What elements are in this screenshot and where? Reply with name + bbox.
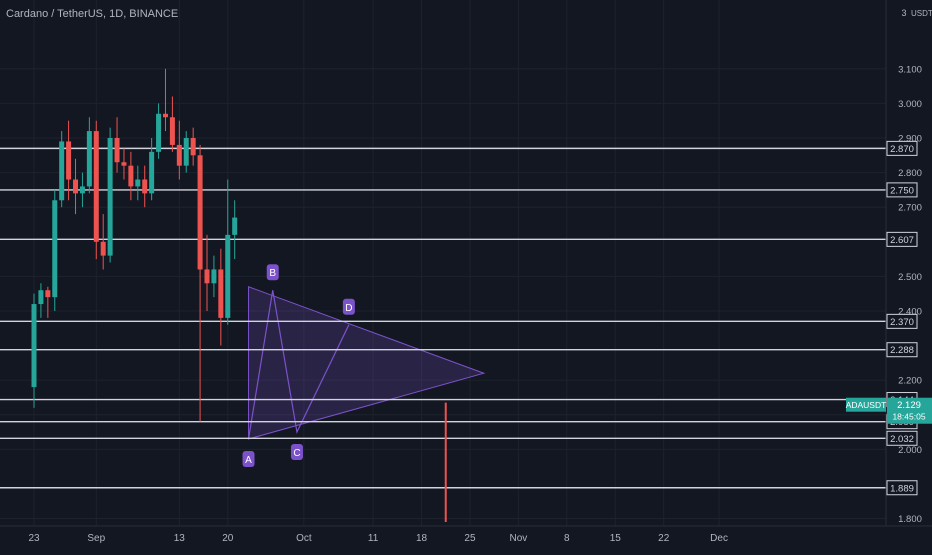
level-price-label: 2.288 <box>890 345 914 356</box>
candle-body <box>135 179 141 187</box>
current-symbol-badge <box>846 397 886 412</box>
candle-body <box>183 138 189 166</box>
candle-body <box>169 117 175 145</box>
price-axis-background <box>886 0 932 550</box>
pattern-point-c-label: C <box>293 448 300 459</box>
candle-body <box>225 234 231 318</box>
time-tick-label: 15 <box>610 533 622 544</box>
price-tick-label: 2.900 <box>898 134 922 145</box>
level-price-box <box>886 231 918 247</box>
abcd-pattern-line <box>247 290 350 440</box>
horizontal-levels-layer <box>0 147 886 489</box>
level-price-label: 2.870 <box>890 144 914 155</box>
time-tick-label: Nov <box>510 533 528 544</box>
scale-top-label: 3 <box>901 8 906 18</box>
time-axis[interactable]: 23 Sep 13 20 Oct 11 18 25 Nov 8 15 22 Dec <box>0 525 932 544</box>
pattern-point-d-marker <box>342 298 355 315</box>
candle-body <box>86 131 92 187</box>
level-price-box <box>886 480 918 496</box>
level-price-label: 2.370 <box>890 317 914 328</box>
candle-body <box>73 179 79 194</box>
candle-body <box>52 200 58 298</box>
pattern-layer <box>247 286 486 440</box>
time-tick-label: Sep <box>87 533 105 544</box>
candle-body <box>142 179 148 194</box>
price-tick-label: 2.700 <box>898 203 922 214</box>
price-tick-label: 2.400 <box>898 306 922 317</box>
level-price-box <box>886 313 918 329</box>
price-tick-label: 2.000 <box>898 445 922 456</box>
triangle-pattern <box>248 286 486 440</box>
symbol-title: Cardano / TetherUS, 1D, BINANCE <box>6 8 179 20</box>
candle-body <box>31 304 37 388</box>
level-price-label: 2.032 <box>890 434 914 445</box>
level-price-label: 2.750 <box>890 185 914 196</box>
candle-body <box>218 269 224 318</box>
candle-body <box>190 138 196 156</box>
candle-body <box>176 144 182 166</box>
candle-body <box>45 290 51 298</box>
time-tick-label: 8 <box>564 533 570 544</box>
price-tick-label: 3.100 <box>898 64 922 75</box>
current-price-box <box>887 397 932 424</box>
price-tick-label: 2.800 <box>898 168 922 179</box>
price-tick-label: 2.200 <box>898 376 922 387</box>
level-price-label: 2.607 <box>890 235 914 246</box>
time-tick-label: 13 <box>174 533 186 544</box>
candle-body <box>128 165 134 187</box>
pattern-point-b-label: B <box>269 268 276 279</box>
pattern-point-c-marker <box>290 444 303 461</box>
candles-layer <box>31 68 238 422</box>
level-price-box <box>886 342 918 358</box>
level-price-label: 1.889 <box>890 483 914 494</box>
time-tick-label: 11 <box>368 533 379 544</box>
candle-body <box>204 269 210 284</box>
pattern-point-b-marker <box>266 264 279 281</box>
candle-body <box>100 241 106 256</box>
time-tick-label: 18 <box>416 533 428 544</box>
time-tick-label: 23 <box>28 533 40 544</box>
candle-body <box>197 155 203 270</box>
candle-body <box>38 290 44 305</box>
current-symbol-label: ADAUSDT <box>846 400 887 410</box>
currency-label: USDT <box>911 9 932 18</box>
candle-body <box>162 113 168 118</box>
grid-layer <box>0 0 886 526</box>
candle-body <box>66 141 72 180</box>
price-axis[interactable]: 3USDT1.8002.0002.1002.2002.4002.5002.700… <box>846 0 932 550</box>
candle-body <box>211 269 217 284</box>
price-tick-label: 1.800 <box>898 514 922 525</box>
time-tick-label: 25 <box>464 533 476 544</box>
pattern-markers-layer: A B C D <box>242 264 447 522</box>
price-tick-label: 2.500 <box>898 272 922 283</box>
level-price-box <box>886 182 918 198</box>
time-tick-label: 22 <box>658 533 670 544</box>
pattern-point-a-label: A <box>245 455 252 466</box>
candle-body <box>59 141 65 201</box>
time-tick-label: Dec <box>710 533 728 544</box>
price-tick-label: 3.000 <box>898 99 922 110</box>
time-tick-label: 20 <box>222 533 234 544</box>
candle-body <box>149 151 155 194</box>
pattern-point-d-label: D <box>345 303 352 314</box>
pattern-point-a-marker <box>242 450 255 467</box>
candle-body <box>93 131 99 242</box>
candle-body <box>114 138 120 163</box>
level-price-box <box>886 430 918 446</box>
countdown-label: 18:45:05 <box>892 412 925 422</box>
candle-body <box>107 138 113 256</box>
candle-body <box>121 162 127 166</box>
candle-body <box>232 217 238 235</box>
level-price-box <box>886 140 918 156</box>
time-tick-label: Oct <box>296 533 312 544</box>
candle-body <box>79 186 85 194</box>
candle-body <box>156 113 162 152</box>
current-price-label: 2.129 <box>897 400 921 411</box>
